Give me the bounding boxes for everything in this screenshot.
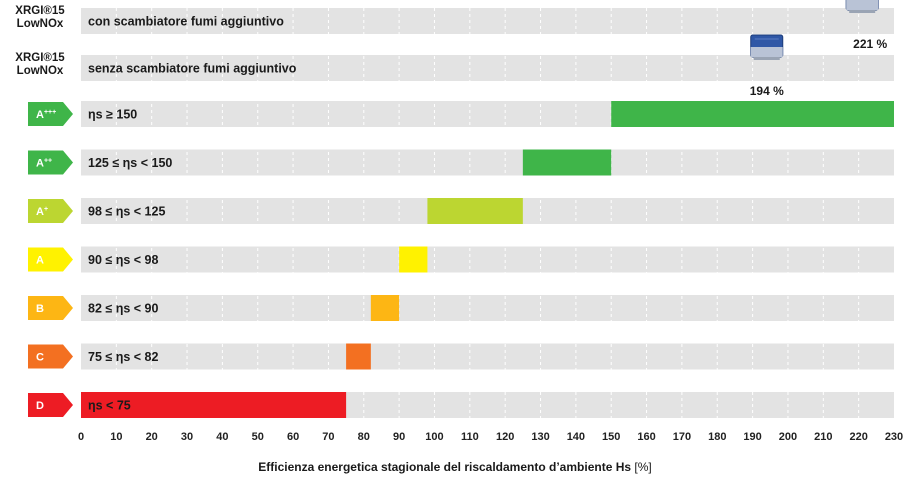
x-tick-label: 180 xyxy=(708,431,726,443)
energy-class-badge xyxy=(28,102,73,126)
range-label: 75 ≤ ηs < 82 xyxy=(88,350,158,364)
xrgi-unit-icon xyxy=(750,34,784,60)
x-tick-label: 170 xyxy=(673,431,691,443)
energy-class-badge xyxy=(28,296,73,320)
x-tick-label: 130 xyxy=(531,431,549,443)
energy-class-badge xyxy=(28,150,73,175)
class-bar xyxy=(81,392,347,418)
product-name: XRGI®15 LowNOx xyxy=(15,52,65,77)
energy-class-badge xyxy=(28,393,73,417)
class-row-background xyxy=(81,295,894,321)
energy-class-badge xyxy=(28,247,73,272)
row-labels: ηs ≥ 150 125 ≤ ηs < 150 98 ≤ ηs < 125 90 ≤ … xyxy=(15,5,296,413)
x-tick-label: 230 xyxy=(885,431,903,443)
x-tick-label: 110 xyxy=(461,431,479,443)
xrgi-unit-icon xyxy=(845,0,879,13)
x-tick-label: 30 xyxy=(181,431,193,443)
class-bar xyxy=(427,198,523,224)
x-axis-label: Efficienza energetica stagionale del ris… xyxy=(258,460,651,474)
x-tick-label: 70 xyxy=(322,431,334,443)
x-tick-label: 0 xyxy=(78,431,84,443)
x-tick-label: 100 xyxy=(425,431,443,443)
x-tick-label: 20 xyxy=(146,431,158,443)
product-description: con scambiatore fumi aggiuntivo xyxy=(88,15,284,29)
energy-class-badge xyxy=(28,344,73,369)
energy-class-label: B xyxy=(36,303,44,315)
class-row-background xyxy=(81,149,894,176)
class-bar xyxy=(522,149,612,176)
product-description: senza scambiatore fumi aggiuntivo xyxy=(88,62,297,76)
x-tick-label: 60 xyxy=(287,431,299,443)
class-row-background xyxy=(81,343,894,370)
range-label: ηs < 75 xyxy=(88,399,131,413)
product-name: XRGI®15 LowNOx xyxy=(15,5,65,30)
energy-class-label: A++ xyxy=(36,158,52,170)
x-tick-label: 40 xyxy=(216,431,228,443)
efficiency-value: 221 % xyxy=(853,37,887,51)
x-tick-label: 220 xyxy=(849,431,867,443)
range-label: 82 ≤ ηs < 90 xyxy=(88,302,158,316)
range-label: ηs ≥ 150 xyxy=(88,108,137,122)
x-tick-label: 190 xyxy=(743,431,761,443)
product-row-background xyxy=(81,8,894,34)
energy-class-badge xyxy=(28,199,73,223)
product-markers: 221 % 194 % xyxy=(750,0,888,98)
x-tick-label: 10 xyxy=(110,431,122,443)
range-label: 98 ≤ ηs < 125 xyxy=(88,205,165,219)
energy-class-label: A xyxy=(36,255,44,267)
class-bar xyxy=(346,343,371,370)
x-axis-ticks: 0 10 20 30 40 50 60 70 80 90 100 110 120 130 140 150 160… xyxy=(78,431,903,443)
energy-class-label: A+++ xyxy=(36,109,56,121)
class-bars xyxy=(81,101,894,418)
x-tick-label: 200 xyxy=(779,431,797,443)
energy-class-label: D xyxy=(36,400,44,412)
x-tick-label: 160 xyxy=(637,431,655,443)
class-badges: A+++ A++ A+ A B C D xyxy=(28,102,73,417)
class-bar xyxy=(370,295,400,321)
efficiency-value: 194 % xyxy=(750,84,784,98)
x-tick-label: 140 xyxy=(567,431,585,443)
class-bar xyxy=(611,101,894,127)
x-tick-label: 50 xyxy=(252,431,264,443)
class-bar xyxy=(399,246,428,273)
range-label: 125 ≤ ηs < 150 xyxy=(88,156,172,170)
class-row-background xyxy=(81,246,894,273)
x-tick-label: 80 xyxy=(358,431,370,443)
x-tick-label: 90 xyxy=(393,431,405,443)
energy-class-label: C xyxy=(36,352,44,364)
x-tick-label: 150 xyxy=(602,431,620,443)
x-tick-label: 120 xyxy=(496,431,514,443)
x-tick-label: 210 xyxy=(814,431,832,443)
energy-class-label: A+ xyxy=(36,206,48,218)
range-label: 90 ≤ ηs < 98 xyxy=(88,253,158,267)
